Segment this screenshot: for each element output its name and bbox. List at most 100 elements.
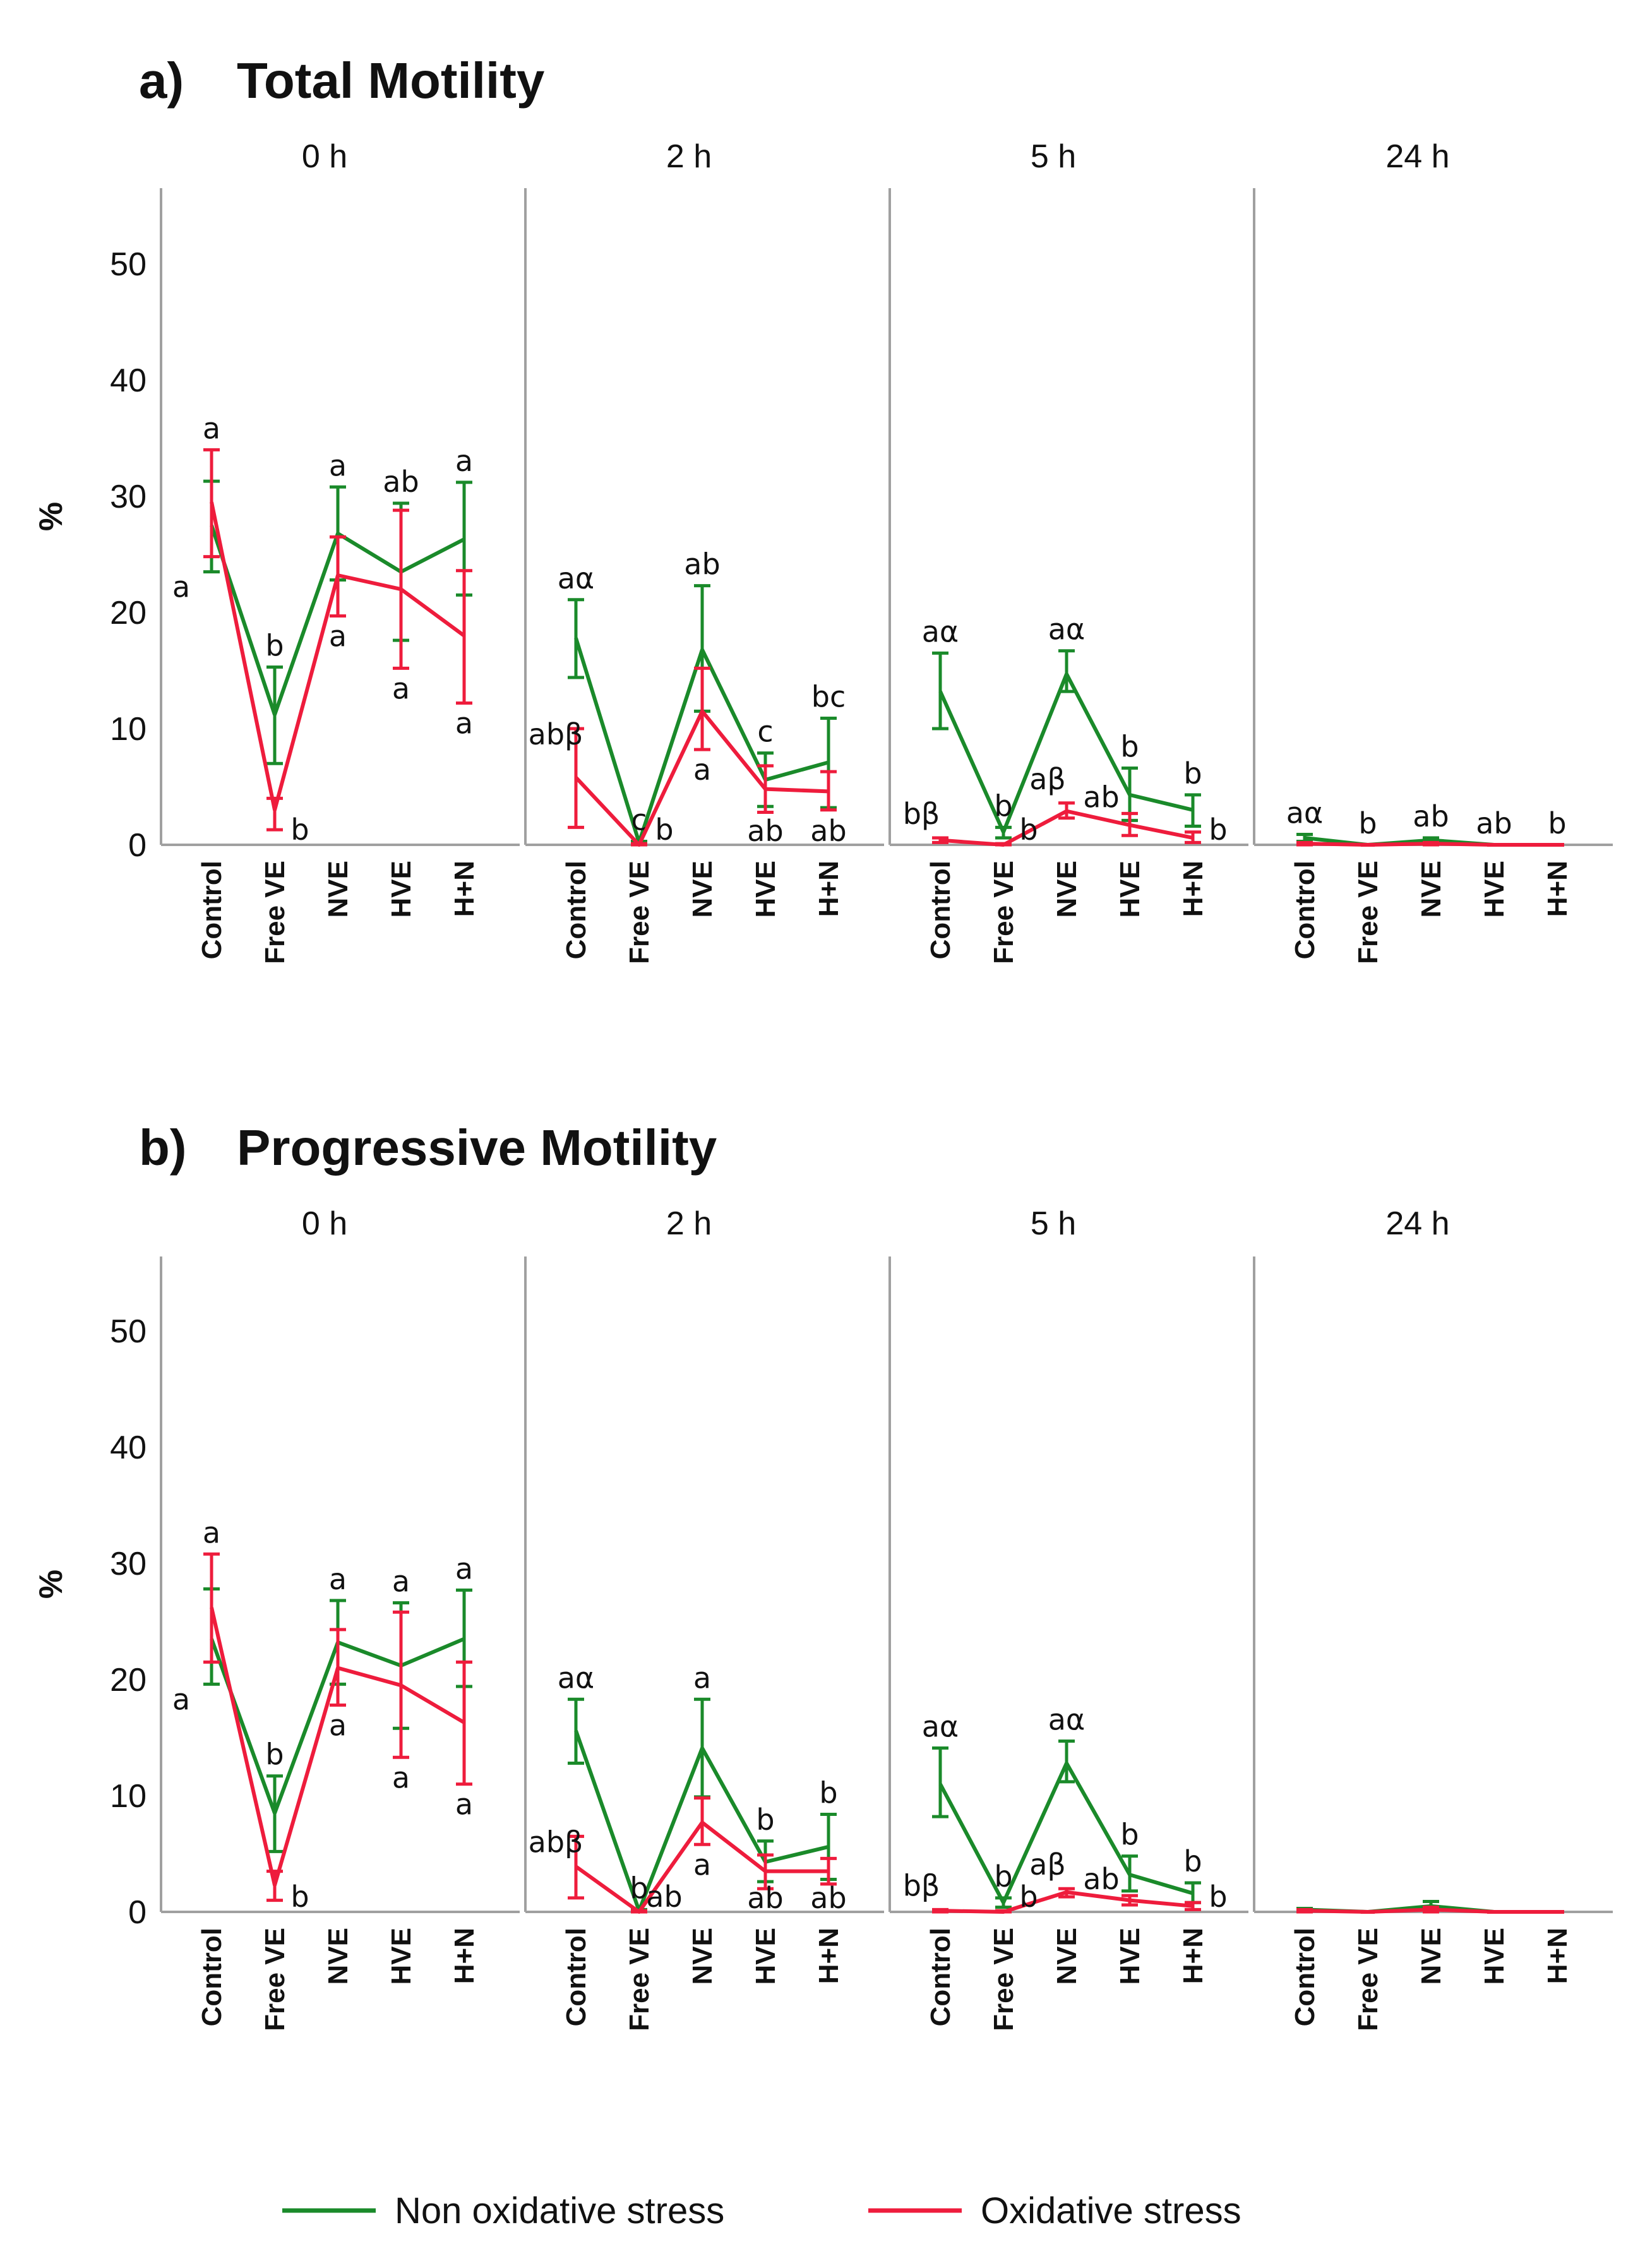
facet-time-label: 5 h xyxy=(1031,138,1076,175)
oxidative-significance-label: abβ xyxy=(529,717,583,751)
progressive-chart-title: Progressive Motility xyxy=(237,1119,717,1176)
non-oxidative-series-line xyxy=(938,1761,1193,1905)
x-tick-label-h-n: H+N xyxy=(1178,1928,1209,1984)
x-tick-label-hve: HVE xyxy=(1115,1928,1146,1984)
x-tick-label-nve: NVE xyxy=(323,861,354,917)
x-tick-label-hve: HVE xyxy=(750,1928,781,1984)
oxidative-significance-label: b xyxy=(1019,1880,1038,1914)
x-tick-label-h-n: H+N xyxy=(813,1928,844,1984)
x-tick-label-free-ve: Free VE xyxy=(988,1928,1019,2031)
progressive-y-tick-label: 40 xyxy=(110,1429,147,1466)
legend-label-oxidative: Oxidative stress xyxy=(981,2190,1241,2231)
total-y-tick-label: 50 xyxy=(110,246,147,283)
facet-time-label: 0 h xyxy=(302,138,347,175)
progressive-facet-24-h: 24 h Control Free VE NVE HVE H+N xyxy=(1253,1205,1613,2031)
oxidative-significance-label: ab xyxy=(646,1880,682,1914)
non-oxidative-significance-label: b xyxy=(1358,806,1377,840)
x-tick-label-free-ve: Free VE xyxy=(988,861,1019,964)
x-tick-label-nve: NVE xyxy=(1416,1928,1447,1984)
oxidative-significance-label: a xyxy=(392,671,410,705)
non-oxidative-significance-label: a xyxy=(329,1562,347,1596)
non-oxidative-significance-label: a xyxy=(693,1661,711,1695)
oxidative-significance-label: a xyxy=(203,411,220,445)
facet-time-label: 24 h xyxy=(1385,1205,1449,1242)
oxidative-significance-label: a xyxy=(693,1847,711,1882)
oxidative-significance-label: a xyxy=(693,753,711,787)
x-tick-label-control: Control xyxy=(561,861,592,959)
total-motility-chart: a) Total Motility% 0 10 20 30 40 50 0 h Control Fr… xyxy=(33,52,1613,964)
non-oxidative-significance-label: a xyxy=(172,570,190,604)
non-oxidative-significance-label: a xyxy=(172,1682,190,1716)
facet-time-label: 24 h xyxy=(1385,138,1449,175)
oxidative-significance-label: a xyxy=(203,1515,220,1549)
non-oxidative-significance-label: b xyxy=(994,789,1012,823)
oxidative-significance-label: b xyxy=(290,813,309,847)
x-tick-label-control: Control xyxy=(196,1928,227,2026)
legend: Non oxidative stress Oxidative stress xyxy=(282,2190,1241,2231)
x-tick-label-free-ve: Free VE xyxy=(260,861,290,964)
progressive-y-tick-label: 20 xyxy=(110,1662,147,1698)
x-tick-label-nve: NVE xyxy=(323,1928,354,1984)
x-tick-label-nve: NVE xyxy=(1416,861,1447,917)
progressive-facet-0-h: 0 h Control Free VE NVE HVE H+N a b a a a a b a a a xyxy=(160,1205,520,2031)
non-oxidative-significance-label: a xyxy=(455,1551,473,1585)
oxidative-significance-label: bβ xyxy=(903,1868,940,1902)
oxidative-significance-label: a xyxy=(329,619,347,654)
total-y-tick-label: 30 xyxy=(110,479,147,515)
x-tick-label-hve: HVE xyxy=(386,861,417,917)
x-tick-label-nve: NVE xyxy=(1051,861,1082,917)
non-oxidative-significance-label: aα xyxy=(1048,1703,1086,1737)
non-oxidative-significance-label: ab xyxy=(383,465,419,499)
non-oxidative-significance-label: b xyxy=(819,1776,837,1810)
progressive-y-tick-label: 50 xyxy=(110,1313,147,1350)
oxidative-significance-label: b xyxy=(1019,813,1038,847)
oxidative-significance-label: b xyxy=(1209,1880,1227,1914)
x-tick-label-h-n: H+N xyxy=(813,861,844,917)
x-tick-label-control: Control xyxy=(561,1928,592,2026)
non-oxidative-significance-label: aα xyxy=(1048,612,1086,647)
x-tick-label-h-n: H+N xyxy=(1542,861,1573,917)
x-tick-label-nve: NVE xyxy=(1051,1928,1082,1984)
x-tick-label-hve: HVE xyxy=(750,861,781,917)
oxidative-significance-label: bβ xyxy=(903,797,940,831)
non-oxidative-significance-label: bc xyxy=(811,679,846,713)
non-oxidative-significance-label: b xyxy=(1183,1844,1202,1878)
non-oxidative-significance-label: b xyxy=(630,1871,648,1905)
non-oxidative-significance-label: aα xyxy=(922,1710,959,1744)
x-tick-label-control: Control xyxy=(925,1928,956,2026)
oxidative-significance-label: aβ xyxy=(1029,1847,1066,1882)
non-oxidative-significance-label: aα xyxy=(558,1661,595,1695)
x-tick-label-h-n: H+N xyxy=(1542,1928,1573,1984)
x-tick-label-control: Control xyxy=(1289,861,1320,959)
oxidative-significance-label: ab xyxy=(1083,780,1119,814)
non-oxidative-significance-label: aα xyxy=(1286,796,1324,830)
non-oxidative-significance-label: b xyxy=(1548,806,1566,840)
x-tick-label-control: Control xyxy=(196,861,227,959)
x-tick-label-hve: HVE xyxy=(386,1928,417,1984)
x-tick-label-nve: NVE xyxy=(687,861,718,917)
oxidative-significance-label: ab xyxy=(747,814,783,848)
non-oxidative-significance-label: b xyxy=(265,628,284,662)
total-y-tick-label: 40 xyxy=(110,362,147,399)
non-oxidative-significance-label: aα xyxy=(558,561,595,595)
oxidative-significance-label: b xyxy=(290,1880,309,1914)
facet-time-label: 2 h xyxy=(666,1205,712,1242)
progressive-y-tick-label: 0 xyxy=(128,1894,147,1931)
total-y-tick-label: 0 xyxy=(128,827,147,864)
oxidative-significance-label: aβ xyxy=(1029,762,1066,796)
x-tick-label-control: Control xyxy=(1289,1928,1320,2026)
x-tick-label-free-ve: Free VE xyxy=(1353,1928,1384,2031)
non-oxidative-significance-label: a xyxy=(392,1565,410,1599)
x-tick-label-hve: HVE xyxy=(1115,861,1146,917)
oxidative-significance-label: ab xyxy=(1083,1862,1119,1896)
oxidative-significance-label: a xyxy=(392,1760,410,1794)
total-chart-title: Total Motility xyxy=(237,52,545,109)
facet-time-label: 5 h xyxy=(1031,1205,1076,1242)
progressive-motility-chart: b) Progressive Motility% 0 10 20 30 40 50 0 h Con… xyxy=(33,1119,1613,2031)
facet-time-label: 0 h xyxy=(302,1205,347,1242)
oxidative-significance-label: a xyxy=(329,1708,347,1742)
total-y-tick-label: 10 xyxy=(110,711,147,748)
